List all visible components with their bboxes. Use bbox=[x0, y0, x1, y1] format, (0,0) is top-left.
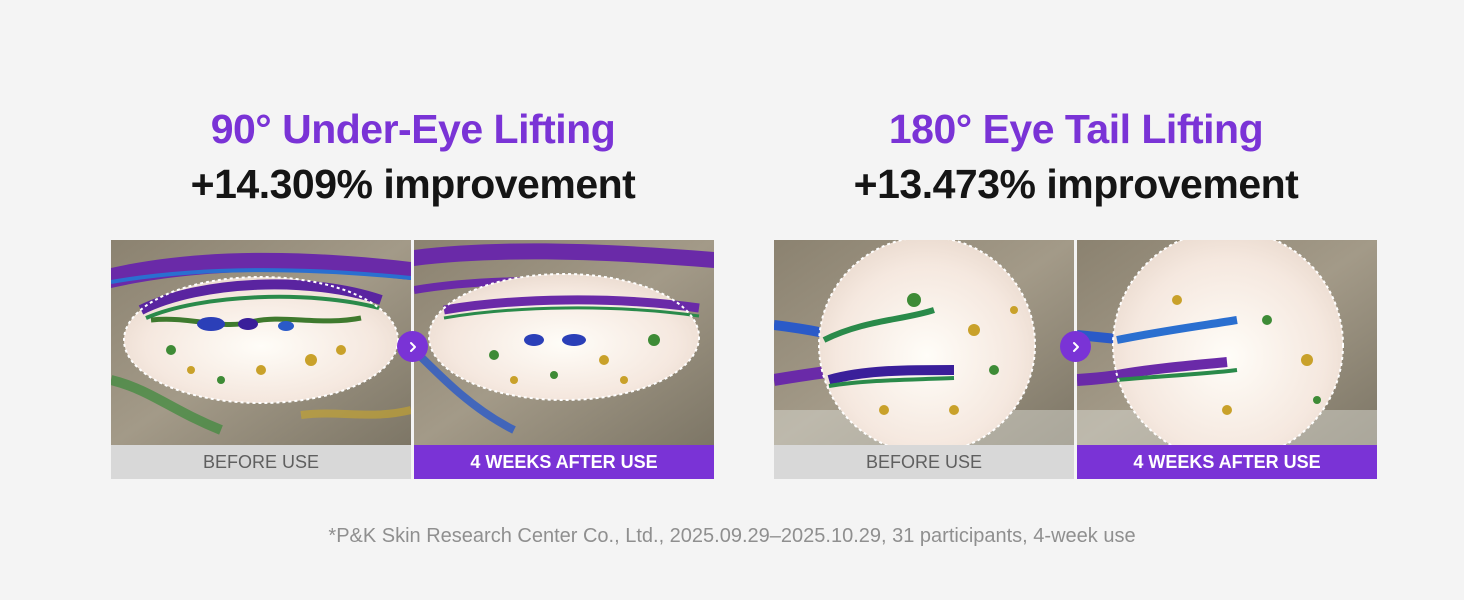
panel-title: 90° Under-Eye Lifting bbox=[210, 106, 616, 152]
after-image bbox=[1077, 240, 1377, 445]
panel-title: 180° Eye Tail Lifting bbox=[888, 106, 1264, 152]
study-footnote: *P&K Skin Research Center Co., Ltd., 202… bbox=[328, 525, 1136, 547]
before-use-label: BEFORE USE bbox=[774, 445, 1074, 479]
before-use-label: BEFORE USE bbox=[111, 445, 411, 479]
after-image bbox=[414, 240, 714, 445]
after-use-label: 4 WEEKS AFTER USE bbox=[414, 445, 714, 479]
after-use-label: 4 WEEKS AFTER USE bbox=[1077, 445, 1377, 479]
chevron-right-icon bbox=[397, 331, 428, 362]
before-image bbox=[774, 240, 1074, 445]
improvement-stat: +13.473% improvement bbox=[853, 161, 1299, 207]
improvement-stat: +14.309% improvement bbox=[190, 161, 636, 207]
before-image bbox=[111, 240, 411, 445]
chevron-right-icon bbox=[1060, 331, 1091, 362]
